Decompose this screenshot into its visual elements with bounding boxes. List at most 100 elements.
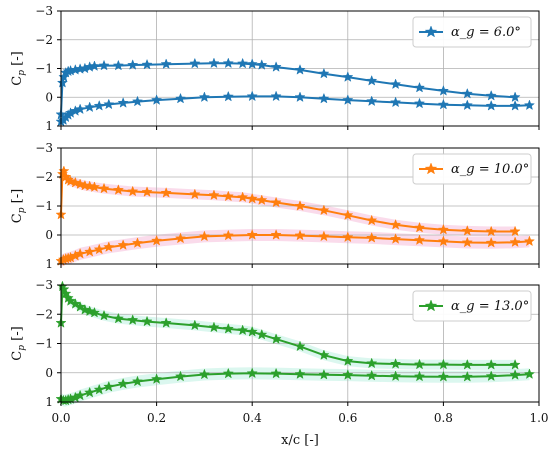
- y-tick-label: 0: [45, 228, 53, 242]
- y-tick-label: 0: [45, 90, 53, 104]
- data-point: [256, 194, 268, 205]
- data-point: [270, 367, 282, 379]
- data-point: [413, 81, 426, 93]
- data-point: [413, 221, 426, 233]
- y-tick-label: −1: [35, 62, 53, 76]
- data-point: [127, 59, 139, 70]
- x-tick-label: 0.6: [338, 411, 357, 425]
- data-point: [318, 349, 330, 360]
- data-point: [509, 369, 521, 380]
- data-point: [342, 71, 354, 82]
- data-point: [56, 76, 69, 88]
- data-point: [485, 89, 497, 101]
- legend-label: α_g = 10.0°: [451, 162, 529, 177]
- data-point: [237, 57, 249, 69]
- data-point: [461, 370, 473, 382]
- data-point: [150, 94, 163, 105]
- data-point: [222, 190, 234, 202]
- y-tick-label: −3: [35, 4, 53, 18]
- y-tick-label: 1: [45, 395, 53, 409]
- data-point: [93, 243, 105, 255]
- data-point: [246, 192, 258, 204]
- data-point: [318, 368, 330, 380]
- data-point: [366, 214, 378, 226]
- data-point: [246, 367, 258, 379]
- data-point: [366, 357, 378, 369]
- data-point: [84, 245, 96, 257]
- data-point: [523, 368, 536, 379]
- data-point: [222, 90, 234, 102]
- data-point: [389, 358, 402, 369]
- data-point: [222, 322, 234, 334]
- data-point: [64, 295, 77, 306]
- data-point: [127, 314, 139, 325]
- data-point: [437, 98, 450, 110]
- data-point: [485, 225, 497, 237]
- data-point: [294, 200, 306, 211]
- x-tick-label: 0.0: [51, 411, 70, 425]
- data-point: [112, 312, 124, 324]
- data-point: [246, 229, 258, 240]
- data-point: [222, 229, 234, 241]
- data-point: [256, 59, 268, 70]
- data-point: [74, 103, 86, 115]
- data-point: [237, 324, 249, 336]
- data-point: [366, 369, 378, 381]
- data-point: [84, 386, 96, 398]
- data-point: [461, 99, 473, 111]
- data-point: [79, 303, 91, 315]
- data-point: [117, 97, 129, 108]
- y-axis-label: Cp [-]: [10, 326, 27, 360]
- legend-star-icon: [424, 25, 438, 38]
- panel-3: −3 −2 −1 0 1 0.0 0.2 0.4 0.6 0.8 1.0 Cp [-] x/c [-] α…: [10, 278, 549, 448]
- data-point: [294, 368, 306, 379]
- y-tick-label: −2: [35, 307, 53, 321]
- data-point: [98, 59, 110, 71]
- data-point: [88, 181, 101, 192]
- data-point: [318, 204, 330, 216]
- data-point: [318, 92, 330, 104]
- data-point: [270, 61, 282, 72]
- legend-box: [412, 16, 532, 48]
- y-tick-label: −2: [35, 33, 53, 47]
- data-point: [389, 233, 402, 244]
- y-axis-label: Cp [-]: [10, 51, 27, 85]
- legend-label: α_g = 6.0°: [451, 25, 521, 40]
- data-point: [208, 57, 220, 69]
- data-point: [160, 187, 172, 198]
- data-point: [98, 309, 110, 321]
- data-point: [389, 78, 402, 90]
- data-point: [237, 191, 249, 203]
- data-point: [523, 235, 536, 247]
- data-point: [93, 99, 105, 111]
- data-point: [509, 91, 521, 103]
- data-point: [103, 98, 115, 110]
- data-point: [141, 186, 153, 197]
- data-point: [389, 218, 402, 230]
- data-point: [485, 99, 497, 111]
- data-point: [509, 225, 521, 237]
- data-point: [461, 358, 473, 370]
- data-point: [189, 319, 201, 331]
- data-point: [127, 185, 139, 197]
- data-point: [84, 101, 96, 113]
- data-point: [294, 64, 306, 75]
- legend: α_g = 13.0°: [412, 290, 532, 322]
- data-point: [294, 91, 306, 103]
- y-tick-label: −3: [35, 141, 53, 155]
- data-point: [174, 232, 187, 244]
- data-point: [461, 236, 473, 248]
- data-point: [523, 99, 536, 111]
- data-point: [141, 315, 153, 327]
- data-point: [246, 325, 258, 337]
- legend-star-icon: [424, 162, 438, 175]
- legend: α_g = 10.0°: [412, 153, 532, 185]
- data-point: [208, 189, 220, 201]
- y-tick-label: 1: [45, 257, 53, 271]
- data-point: [198, 91, 211, 103]
- x-tick-label: 0.2: [147, 411, 166, 425]
- data-point: [208, 321, 220, 333]
- y-tick-label: 0: [45, 366, 53, 380]
- data-point: [342, 231, 354, 243]
- data-point: [112, 184, 124, 195]
